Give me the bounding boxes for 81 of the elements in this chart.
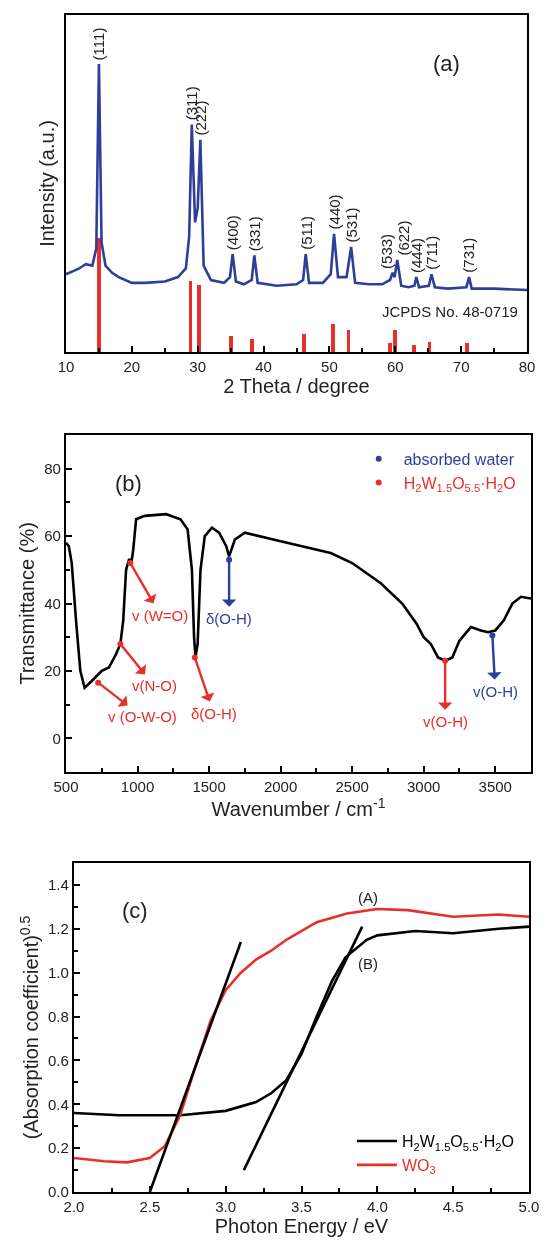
annotation: (A) bbox=[358, 889, 378, 906]
text: H$_{2}$W$_{1.5}$O$_{5.5}$·H$_{2}$O bbox=[403, 474, 516, 495]
legend-label: WO$_{3}$ bbox=[401, 1157, 436, 1177]
x-tick-label: 70 bbox=[452, 358, 470, 376]
x-axis-title: Photon Energy / eV bbox=[214, 1215, 389, 1238]
y-axis-title: Intensity (a.u.) bbox=[35, 120, 58, 247]
x-tick-label: 80 bbox=[518, 358, 536, 376]
point bbox=[117, 640, 124, 647]
x-tick-label: 5.0 bbox=[518, 1198, 540, 1216]
x-tick-label: 2500 bbox=[335, 778, 369, 796]
x-tick-label: 2.5 bbox=[139, 1198, 161, 1216]
bar bbox=[197, 285, 201, 352]
data-label: v (W=O) bbox=[132, 607, 189, 624]
y-tick-label: 80 bbox=[44, 459, 61, 477]
y-tick-label: 0.2 bbox=[48, 1139, 69, 1157]
legend-label: absorbed water bbox=[403, 450, 515, 468]
text: H$_{2}$W$_{1.5}$O$_{5.5}$·H$_{2}$O bbox=[401, 1133, 514, 1153]
annotation: (731) bbox=[460, 237, 478, 273]
x-tick-label: 1500 bbox=[192, 778, 226, 796]
y-tick-label: 0.0 bbox=[48, 1183, 69, 1201]
x-axis-title: 2 Theta / degree bbox=[223, 375, 370, 398]
annotation: (533) bbox=[378, 233, 396, 269]
point bbox=[226, 556, 233, 563]
y-tick-label: 0.4 bbox=[48, 1095, 69, 1113]
data-label: v(N-O) bbox=[132, 677, 177, 694]
bar bbox=[347, 330, 350, 352]
x-axis-title: Wavenumber / cm$^{-1}$ bbox=[211, 795, 386, 821]
data-label: v(O-H) bbox=[473, 683, 518, 700]
y-tick-label: 0 bbox=[52, 729, 61, 747]
data-label: v(O-H) bbox=[423, 713, 468, 730]
x-tick-label: 2000 bbox=[263, 778, 298, 796]
x-tick-label: 3000 bbox=[407, 778, 441, 796]
x-tick-label: 2.0 bbox=[63, 1198, 85, 1216]
x-tick-label: 40 bbox=[255, 358, 272, 376]
annotation: (400) bbox=[224, 215, 242, 251]
text: (c) bbox=[122, 898, 148, 923]
y-tick-label: 0.8 bbox=[48, 1007, 69, 1025]
text: (b) bbox=[115, 471, 142, 496]
y-tick-label: 0.6 bbox=[48, 1051, 69, 1069]
point bbox=[95, 679, 102, 686]
bar bbox=[302, 334, 306, 352]
bar bbox=[465, 343, 469, 352]
point bbox=[191, 654, 198, 661]
annotation: (B) bbox=[358, 955, 378, 972]
annotation: (440) bbox=[325, 194, 343, 230]
x-tick-label: 3.5 bbox=[291, 1198, 312, 1216]
y-tick-label: 1.0 bbox=[48, 963, 69, 981]
annotation: (111) bbox=[90, 27, 108, 61]
x-tick-label: 50 bbox=[321, 358, 338, 376]
annotation: (331) bbox=[246, 216, 264, 252]
bar bbox=[331, 324, 335, 352]
bar bbox=[412, 345, 416, 352]
x-tick-label: 4.5 bbox=[442, 1198, 464, 1216]
point bbox=[442, 657, 449, 664]
bar bbox=[97, 238, 101, 352]
x-tick-label: 4.0 bbox=[366, 1198, 388, 1216]
data-label: v (O-W-O) bbox=[108, 708, 177, 725]
bar bbox=[189, 281, 192, 352]
y-tick-label: 60 bbox=[44, 527, 61, 545]
chart-title: (a) bbox=[433, 51, 460, 76]
y-axis-title: Transmittance (%) bbox=[16, 522, 39, 685]
point bbox=[127, 560, 134, 567]
x-tick-label: 3500 bbox=[478, 778, 512, 796]
point bbox=[489, 632, 496, 639]
y-tick-label: 40 bbox=[44, 594, 61, 612]
annotation: (531) bbox=[342, 207, 360, 243]
x-tick-label: 20 bbox=[123, 358, 141, 376]
x-tick-label: 3.0 bbox=[215, 1198, 237, 1216]
x-tick-label: 500 bbox=[53, 778, 79, 796]
x-tick-label: 30 bbox=[189, 358, 207, 376]
y-tick-label: 1.2 bbox=[48, 920, 69, 938]
data-label: δ(O-H) bbox=[206, 610, 252, 627]
x-tick-label: 10 bbox=[57, 358, 75, 376]
y-tick-label: 1.4 bbox=[48, 876, 69, 894]
x-tick-label: 1000 bbox=[120, 778, 155, 796]
bar bbox=[250, 339, 254, 352]
y-tick-label: 20 bbox=[44, 662, 61, 680]
x-tick-label: 60 bbox=[386, 358, 404, 376]
series-label: JCPDS No. 48-0719 bbox=[382, 303, 518, 320]
annotation: (511) bbox=[297, 215, 315, 250]
data-label: δ(O-H) bbox=[191, 705, 237, 722]
